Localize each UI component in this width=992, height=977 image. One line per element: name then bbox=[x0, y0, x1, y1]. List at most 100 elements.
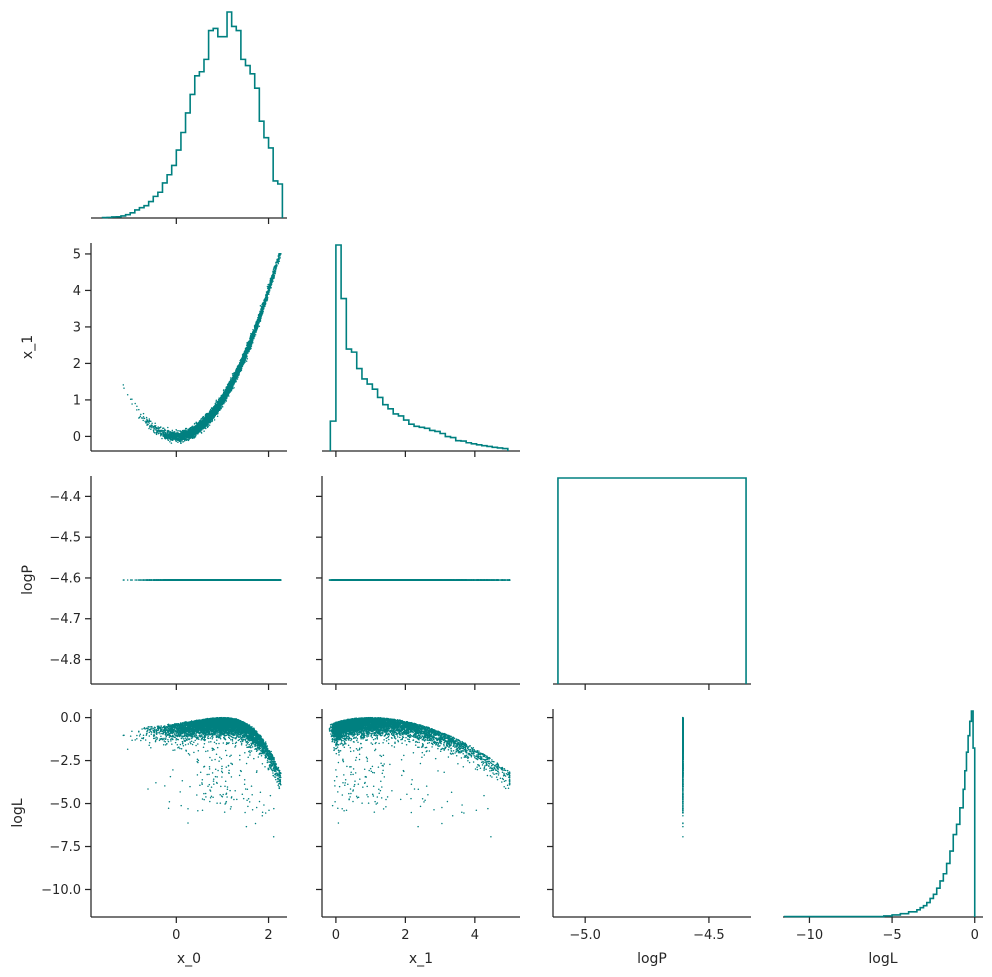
x-tick-label: −4.5 bbox=[693, 928, 725, 943]
histogram-bin-logL bbox=[892, 915, 900, 917]
histogram-bin-x_0 bbox=[176, 150, 181, 218]
scatter-point bbox=[140, 415, 142, 417]
histogram-bin-x_1 bbox=[409, 424, 414, 451]
panel-logL-vs-x_0: 0 20.0−2.5−5.0−7.5−10.0 bbox=[41, 709, 287, 943]
scatter-point bbox=[185, 428, 187, 430]
histogram-bin-x_0 bbox=[162, 183, 167, 218]
histogram-bin-logL bbox=[923, 906, 926, 917]
y-tick-label: 0.0 bbox=[60, 711, 81, 726]
histogram-bin-x_1 bbox=[414, 426, 419, 451]
histogram-bin-x_1 bbox=[357, 369, 362, 451]
histogram-bin-x_0 bbox=[130, 213, 135, 218]
y-axis-label-logP: logP bbox=[20, 565, 36, 595]
histogram-bin-x_1 bbox=[466, 443, 471, 451]
panel-x_0-vs-x_0 bbox=[91, 218, 287, 224]
scatter-point bbox=[221, 395, 223, 397]
histogram-bin-x_0 bbox=[278, 184, 283, 218]
y-tick-label: −10.0 bbox=[41, 883, 81, 898]
histogram-bin-x_0 bbox=[250, 74, 255, 218]
histogram-bin-x_0 bbox=[167, 175, 172, 218]
scatter-point bbox=[162, 430, 164, 432]
y-tick-label: 1 bbox=[73, 393, 81, 408]
histogram-bin-x_0 bbox=[144, 206, 149, 218]
histogram-bin-logL bbox=[943, 874, 946, 917]
histogram-bin-x_1 bbox=[445, 437, 450, 451]
scatter-point bbox=[127, 394, 129, 396]
scatter-point bbox=[136, 409, 138, 411]
histogram-bin-x_1 bbox=[372, 389, 377, 451]
histogram-bin-x_0 bbox=[158, 192, 163, 218]
y-tick-label: 0 bbox=[73, 430, 81, 445]
histogram-bin-logL bbox=[933, 894, 936, 917]
histogram-bin-x_0 bbox=[116, 217, 121, 218]
y-tick-label: −4.4 bbox=[49, 490, 81, 505]
scatter-point bbox=[200, 418, 202, 420]
histogram-bin-logL bbox=[917, 910, 920, 917]
panel-logP-vs-x_0: −4.4−4.5−4.6−4.7−4.8 bbox=[49, 476, 287, 690]
histogram-bin-x_1 bbox=[352, 352, 357, 451]
histogram-bin-x_0 bbox=[112, 217, 117, 218]
scatter-point bbox=[171, 442, 173, 444]
histogram-bin-x_1 bbox=[477, 445, 482, 451]
y-tick-label: −4.5 bbox=[49, 531, 81, 546]
histogram-bin-x_0 bbox=[209, 31, 214, 218]
histogram-bin-logL bbox=[960, 808, 963, 917]
scatter-x_1-vs-x_0 bbox=[123, 253, 282, 444]
x-axis-label-logP: logP bbox=[637, 951, 667, 967]
histogram-bin-x_1 bbox=[330, 421, 336, 451]
histogram-bin-x_0 bbox=[199, 72, 204, 218]
histogram-bin-x_0 bbox=[190, 94, 195, 218]
histogram-bin-x_0 bbox=[139, 208, 144, 218]
histogram-bin-x_0 bbox=[232, 26, 237, 218]
y-tick-label: −4.8 bbox=[49, 653, 81, 668]
scatter-point bbox=[123, 387, 125, 389]
histogram-bin-x_0 bbox=[172, 165, 177, 218]
histogram-bin-x_0 bbox=[218, 37, 223, 218]
histogram-bin-x_0 bbox=[149, 202, 154, 218]
histogram-bin-x_0 bbox=[107, 217, 112, 218]
y-tick-label: 2 bbox=[73, 357, 81, 372]
scatter-point bbox=[247, 358, 249, 360]
y-tick-label: −4.6 bbox=[49, 571, 81, 586]
scatter-point bbox=[148, 428, 150, 430]
scatter-point bbox=[161, 430, 163, 432]
y-tick-label: −5.0 bbox=[49, 797, 81, 812]
histogram-bin-x_0 bbox=[227, 12, 232, 218]
histogram-bin-x_1 bbox=[388, 409, 393, 451]
histogram-bin-x_0 bbox=[236, 31, 241, 218]
x-axis-label-logL: logL bbox=[868, 951, 897, 967]
histogram-bin-logL bbox=[947, 863, 950, 917]
x-tick-label: 0 bbox=[172, 928, 180, 943]
histogram-bin-logL bbox=[966, 752, 968, 917]
histogram-bin-x_1 bbox=[503, 449, 508, 451]
panel-logP-vs-x_1 bbox=[316, 476, 520, 690]
x-tick-label: 0 bbox=[332, 928, 340, 943]
x-tick-label: 4 bbox=[471, 928, 479, 943]
histogram-bin-x_0 bbox=[264, 138, 269, 218]
histogram-bin-logL bbox=[965, 771, 967, 917]
x-axis-label-x_0: x_0 bbox=[177, 951, 201, 967]
histogram-bin-logL bbox=[937, 888, 940, 917]
x-tick-label: −10 bbox=[796, 928, 823, 943]
scatter-point bbox=[146, 417, 148, 419]
histogram-bin-x_1 bbox=[336, 245, 341, 451]
histogram-bin-x_1 bbox=[440, 433, 445, 451]
histogram-bin-logP bbox=[558, 478, 746, 684]
histogram-bin-x_0 bbox=[121, 216, 126, 218]
x-tick-label: −5 bbox=[883, 928, 902, 943]
histogram-bin-x_1 bbox=[383, 405, 388, 451]
scatter-point bbox=[272, 271, 274, 273]
histogram-bin-logL bbox=[900, 914, 908, 917]
y-tick-label: 4 bbox=[73, 284, 81, 299]
histogram-bin-x_1 bbox=[398, 416, 403, 451]
histogram-bin-logL bbox=[973, 748, 975, 917]
scatter-point bbox=[230, 377, 232, 379]
y-tick-label: −2.5 bbox=[49, 754, 81, 769]
histogram-bin-x_0 bbox=[181, 133, 186, 218]
histogram-bin-x_0 bbox=[255, 88, 260, 218]
histogram-bin-logL bbox=[968, 736, 970, 917]
x-tick-label: 0 bbox=[971, 928, 979, 943]
scatter-point bbox=[123, 384, 125, 386]
histogram-bin-x_1 bbox=[430, 430, 435, 451]
